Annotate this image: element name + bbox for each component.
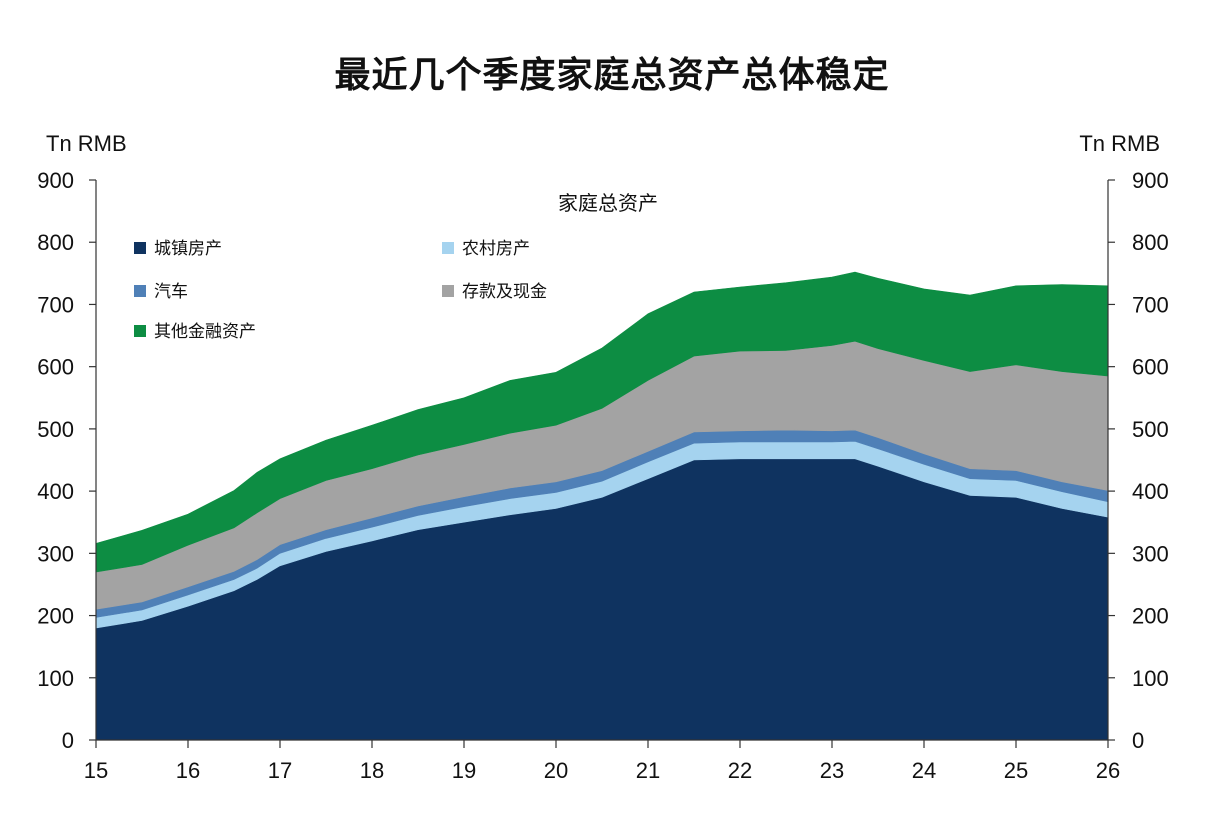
x-tick-label: 22 xyxy=(728,758,752,783)
page-title: 最近几个季度家庭总资产总体稳定 xyxy=(334,55,890,96)
y-axis-label-right: Tn RMB xyxy=(1079,131,1160,156)
y-tick-label-left: 600 xyxy=(37,355,74,380)
y-tick-label-left: 900 xyxy=(37,168,74,193)
y-tick-label-right: 700 xyxy=(1132,292,1169,317)
legend-swatch xyxy=(442,285,454,297)
y-tick-label-left: 800 xyxy=(37,230,74,255)
y-tick-label-right: 600 xyxy=(1132,355,1169,380)
y-tick-label-right: 0 xyxy=(1132,728,1144,753)
y-tick-label-left: 500 xyxy=(37,417,74,442)
area-layers xyxy=(95,271,1109,741)
x-tick-label: 18 xyxy=(360,758,384,783)
chart-inner-title: 家庭总资产 xyxy=(558,191,658,215)
x-tick-label: 21 xyxy=(636,758,660,783)
x-tick-label: 15 xyxy=(84,758,108,783)
y-tick-label-left: 200 xyxy=(37,604,74,629)
y-tick-label-right: 900 xyxy=(1132,168,1169,193)
y-tick-label-left: 100 xyxy=(37,666,74,691)
legend-swatch xyxy=(134,285,146,297)
x-tick-label: 16 xyxy=(176,758,200,783)
x-tick-label: 19 xyxy=(452,758,476,783)
legend-label: 其他金融资产 xyxy=(154,322,256,342)
y-tick-label-right: 100 xyxy=(1132,666,1169,691)
y-tick-label-right: 200 xyxy=(1132,604,1169,629)
x-tick-label: 24 xyxy=(912,758,936,783)
legend-label: 汽车 xyxy=(154,282,188,302)
y-tick-label-right: 300 xyxy=(1132,541,1169,566)
y-tick-label-right: 500 xyxy=(1132,417,1169,442)
y-tick-label-left: 0 xyxy=(62,728,74,753)
legend-swatch xyxy=(442,242,454,254)
legend-label: 存款及现金 xyxy=(462,282,547,302)
x-tick-label: 26 xyxy=(1096,758,1120,783)
y-tick-label-left: 400 xyxy=(37,479,74,504)
x-tick-label: 17 xyxy=(268,758,292,783)
legend-label: 农村房产 xyxy=(462,239,530,259)
axes: 0 0 100 100 200 200 300 300 400 400 500 500 600 600 70… xyxy=(37,168,1168,783)
y-tick-label-left: 300 xyxy=(37,541,74,566)
x-tick-label: 23 xyxy=(820,758,844,783)
y-axis-label-left: Tn RMB xyxy=(46,131,127,156)
legend-swatch xyxy=(134,325,146,337)
x-tick-label: 25 xyxy=(1004,758,1028,783)
x-tick-label: 20 xyxy=(544,758,568,783)
y-tick-label-left: 700 xyxy=(37,292,74,317)
y-tick-label-right: 800 xyxy=(1132,230,1169,255)
legend-swatch xyxy=(134,242,146,254)
legend-label: 城镇房产 xyxy=(154,239,222,259)
y-tick-label-right: 400 xyxy=(1132,479,1169,504)
